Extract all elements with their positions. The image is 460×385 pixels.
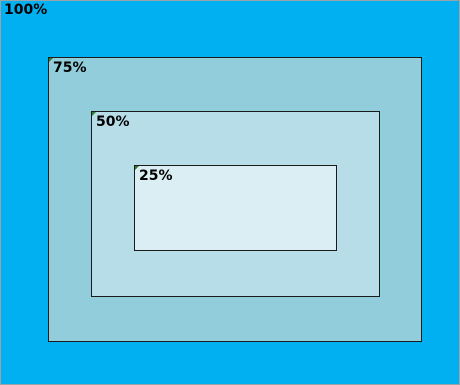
box-50-label: 50% (96, 114, 130, 130)
corner-marker (49, 58, 53, 62)
box-25-percent: 25% (134, 165, 337, 251)
corner-marker (135, 166, 139, 170)
box-75-label: 75% (53, 60, 87, 76)
box-25-label: 25% (139, 168, 173, 184)
box-100-label: 100% (4, 2, 48, 18)
corner-marker (92, 112, 96, 116)
